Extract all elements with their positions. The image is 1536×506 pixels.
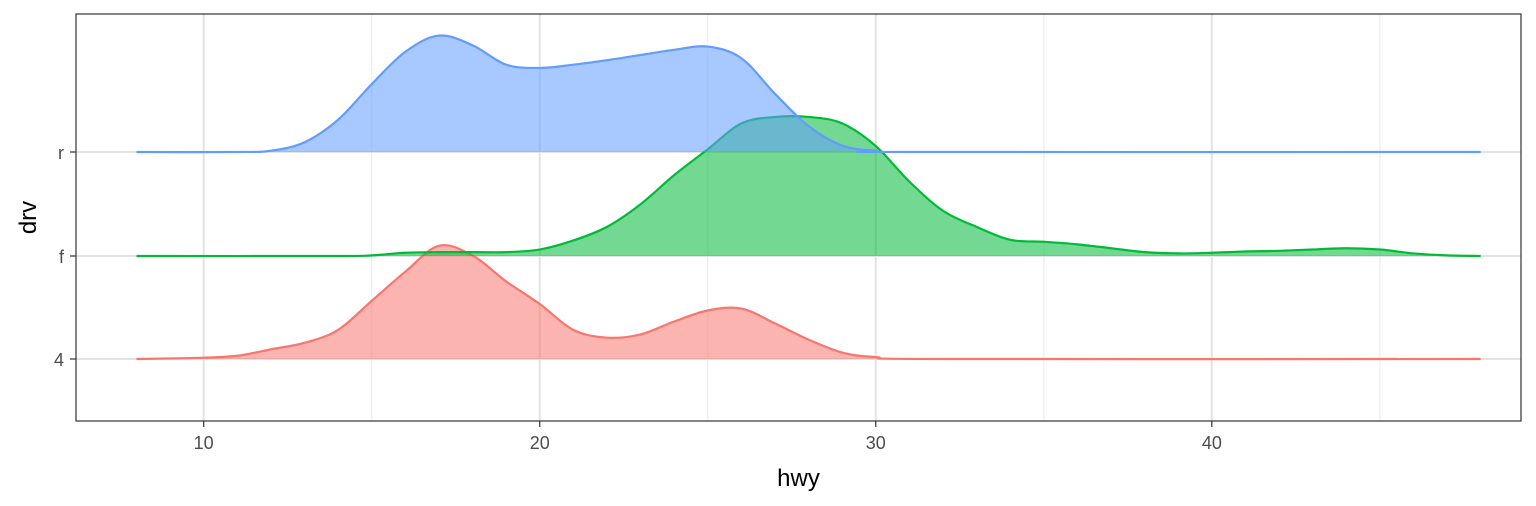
ridge-r xyxy=(136,34,1481,154)
y-tick-label: f xyxy=(59,247,65,267)
ridge-line-4 xyxy=(136,244,1481,361)
x-tick-label: 20 xyxy=(530,433,550,453)
y-tick-label: 4 xyxy=(54,350,64,370)
density-ridges xyxy=(136,34,1481,361)
x-axis-title: hwy xyxy=(777,465,820,492)
ridge-line-f xyxy=(136,115,1481,258)
ridge-line-r xyxy=(136,34,1481,154)
plot-border xyxy=(75,13,1522,422)
axes: 10 20 30 40 4 f r xyxy=(54,143,1222,453)
x-tick-label: 30 xyxy=(866,433,886,453)
ridge-area-4 xyxy=(136,245,1481,360)
y-tick-label: r xyxy=(58,143,64,163)
ridge-f xyxy=(136,115,1481,258)
y-axis-title: drv xyxy=(15,201,42,234)
ridge-area-r xyxy=(136,35,1481,153)
ridge-4 xyxy=(136,244,1481,361)
x-tick-label: 10 xyxy=(194,433,214,453)
ridge-area-f xyxy=(136,116,1481,257)
x-tick-label: 40 xyxy=(1202,433,1222,453)
